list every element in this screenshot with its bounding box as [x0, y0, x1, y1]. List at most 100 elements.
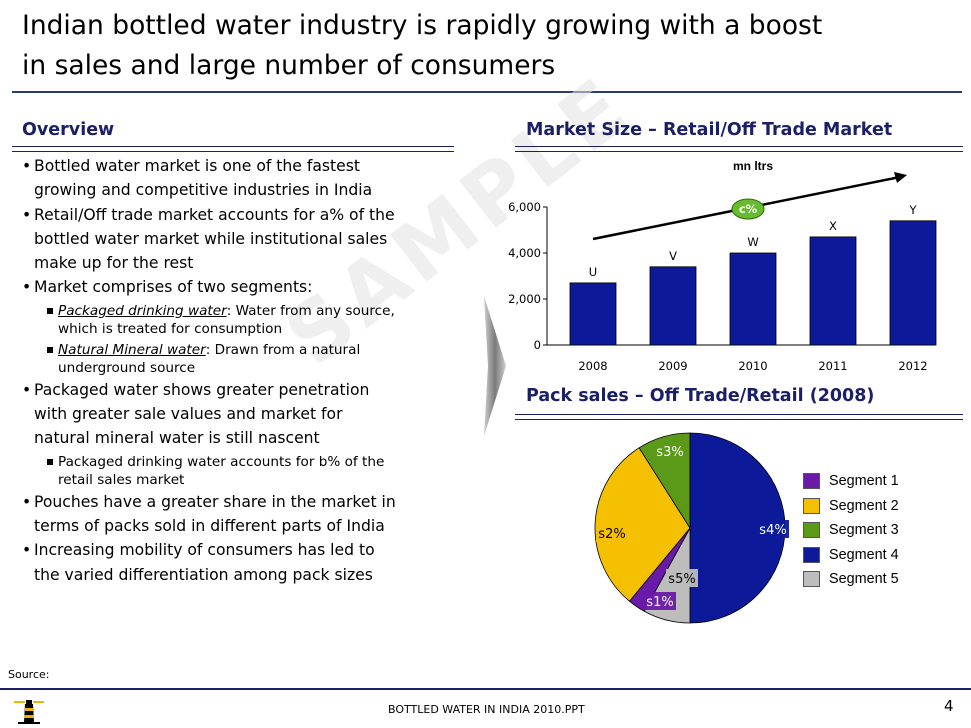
legend-label: Segment 5: [829, 571, 899, 588]
pie-slice-label-box: [666, 569, 698, 587]
market-size-heading-rule: [515, 146, 963, 152]
bullet-text: growing and competitive industries in In…: [34, 181, 373, 200]
pie-slice-label: s2%: [598, 527, 625, 542]
legend-swatch: [803, 497, 820, 514]
legend-item: Segment 1: [803, 469, 899, 494]
bullet-line: the varied differentiation among pack si…: [34, 563, 472, 587]
bullet-line: retail sales market: [58, 471, 472, 490]
bar: [569, 282, 617, 346]
bullet-line: which is treated for consumption: [58, 320, 472, 339]
y-tick-label: 2,000: [508, 292, 541, 306]
bullet-item: • Retail/Off trade market accounts for a%…: [22, 203, 472, 276]
bar-data-label: U: [589, 265, 597, 279]
bullet-item: • Bottled water market is one of the fast…: [22, 154, 472, 203]
bullet-text: bottled water market while institutional…: [34, 229, 388, 248]
bullet-dot-icon: •: [22, 205, 32, 224]
growth-badge: [731, 198, 765, 220]
overview-heading-rule: [12, 146, 454, 152]
bar: [729, 252, 777, 346]
legend-label: Segment 3: [829, 522, 899, 539]
x-tick-label: 2012: [898, 359, 927, 373]
legend-item: Segment 2: [803, 494, 899, 519]
bullet-dot-icon: •: [22, 492, 32, 511]
bullet-item: • Market comprises of two segments:: [22, 275, 472, 299]
segment-name: Packaged drinking water: [58, 302, 227, 319]
legend-item: Segment 4: [803, 543, 899, 568]
bullet-line: growing and competitive industries in In…: [34, 178, 472, 202]
bullet-line: Retail/Off trade market accounts for a% …: [34, 203, 472, 227]
bullet-dot-icon: •: [22, 380, 32, 399]
bullet-text: Retail/Off trade market accounts for a% …: [34, 205, 395, 224]
growth-badge-label: c%: [739, 202, 758, 216]
bullet-text: the varied differentiation among pack si…: [34, 565, 373, 584]
bar: [809, 236, 857, 346]
bullet-line: bottled water market while institutional…: [34, 227, 472, 251]
bar-data-label: Y: [908, 203, 917, 217]
bullet-text: with greater sale values and market for: [34, 405, 343, 424]
pie-slice-label-box: [644, 592, 676, 610]
sub-bullet-item: Packaged drinking water accounts for b% …: [22, 451, 472, 490]
bar-data-label: X: [829, 219, 837, 233]
pack-sales-pie-chart: s4% s5% s1% s2% s3%: [594, 432, 789, 624]
bar: [649, 266, 697, 346]
bullet-text: natural mineral water is still nascent: [34, 429, 320, 448]
bullet-dot-icon: •: [22, 278, 32, 297]
bullet-line: with greater sale values and market for: [34, 402, 472, 426]
segment-name: Natural Mineral water: [58, 341, 206, 358]
legend-label: Segment 2: [829, 497, 899, 514]
bullet-text: Market comprises of two segments:: [34, 278, 313, 297]
bullet-line: Packaged drinking water: Water from any …: [58, 300, 472, 323]
bullet-line: Bottled water market is one of the faste…: [34, 154, 472, 178]
bullet-text: Pouches have a greater share in the mark…: [34, 492, 396, 511]
footer-divider: [0, 688, 971, 690]
overview-heading: Overview: [22, 120, 115, 140]
bullet-text: which is treated for consumption: [58, 320, 283, 337]
bullet-square-icon: [47, 346, 53, 353]
legend-label: Segment 4: [829, 546, 899, 563]
bullet-text: terms of packs sold in different parts o…: [34, 516, 385, 535]
legend-swatch: [803, 522, 820, 539]
lighthouse-logo-icon: [14, 700, 44, 724]
pie-slice-label-box: [654, 442, 686, 460]
bar-data-label: W: [747, 235, 758, 249]
bullet-dot-icon: •: [22, 157, 32, 175]
legend-item: Segment 5: [803, 567, 899, 592]
bullet-item: • Increasing mobility of consumers has le…: [22, 538, 472, 587]
bullet-line: Natural Mineral water: Drawn from a natu…: [58, 339, 472, 362]
pie-slice-label-box: [757, 520, 789, 538]
bullet-item: • Packaged water shows greater penetratio…: [22, 378, 472, 451]
footer-document-name: BOTTLED WATER IN INDIA 2010.PPT: [388, 703, 585, 716]
pie-slice-label: s1%: [646, 595, 673, 610]
bullet-text: Packaged drinking water accounts for b% …: [58, 453, 385, 470]
bullet-line: Market comprises of two segments:: [34, 275, 472, 299]
y-tick-label: 6,000: [508, 200, 541, 214]
pie-slice-label-box: [596, 524, 628, 542]
pie-legend: Segment 1 Segment 2 Segment 3 Segment 4 Segm…: [803, 469, 899, 592]
slide-title: Indian bottled water industry is rapidly…: [22, 10, 823, 81]
overview-bullet-list: • Bottled water market is one of the fast…: [22, 154, 472, 587]
market-size-bar-chart: mn ltrs 0 2,000 4,000 6,000 U 2008 V 2009 W 2010 X 2…: [508, 159, 937, 373]
sub-bullet-item: Natural Mineral water: Drawn from a natu…: [22, 339, 472, 378]
y-tick-label: 0: [534, 338, 541, 352]
pie-slice-label: s4%: [759, 523, 786, 538]
bar: [889, 220, 937, 346]
x-tick-label: 2009: [658, 359, 687, 373]
bullet-text: Bottled water market is one of the faste…: [34, 157, 360, 175]
legend-item: Segment 3: [803, 518, 899, 543]
pie-slice-label: s3%: [656, 445, 683, 460]
pack-sales-heading-rule: [515, 414, 963, 420]
x-tick-label: 2010: [738, 359, 767, 373]
source-note: Source:: [8, 668, 50, 681]
bullet-item: • Pouches have a greater share in the mar…: [22, 490, 472, 539]
bullet-text: Increasing mobility of consumers has led…: [34, 541, 375, 560]
legend-swatch: [803, 546, 820, 563]
bullet-square-icon: [47, 307, 53, 314]
bullet-line: terms of packs sold in different parts o…: [34, 514, 472, 538]
bullet-text: underground source: [58, 359, 196, 376]
arrow-head-icon: [894, 172, 907, 183]
unit-label: mn ltrs: [733, 159, 773, 173]
bullet-text: retail sales market: [58, 471, 185, 488]
title-divider: [12, 91, 962, 93]
bullet-line: Pouches have a greater share in the mark…: [34, 490, 472, 514]
legend-swatch: [803, 473, 820, 490]
